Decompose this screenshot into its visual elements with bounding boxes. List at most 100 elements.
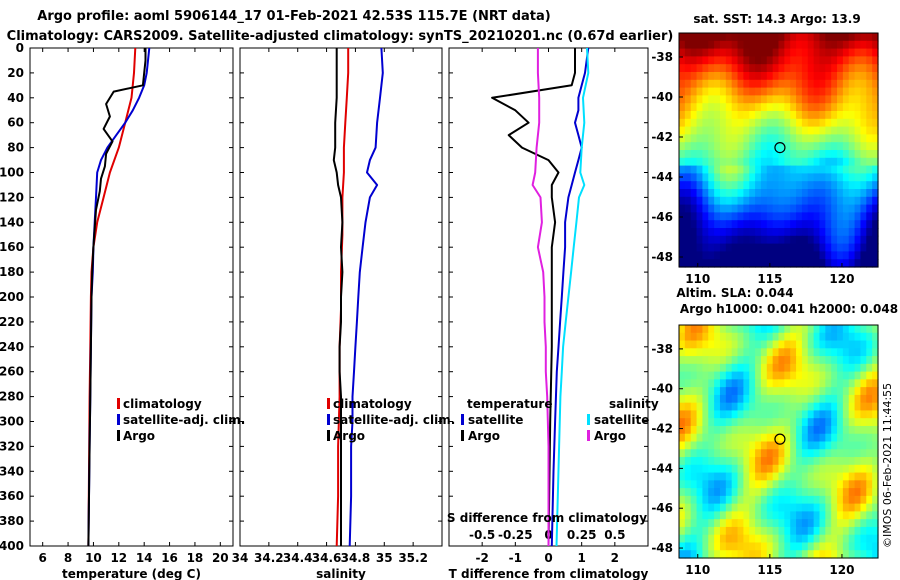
map-cell	[854, 348, 862, 357]
sla-map-subtitle: Argo h1000: 0.041 h2000: 0.048	[680, 302, 898, 316]
map-cell	[755, 228, 762, 237]
map-cell	[749, 441, 756, 450]
map-cell	[854, 95, 862, 104]
map-cell	[772, 204, 780, 213]
map-cell	[766, 251, 774, 260]
map-cell	[866, 189, 873, 198]
map-cell	[708, 189, 715, 198]
map-cell	[825, 519, 832, 528]
map-cell	[842, 189, 850, 198]
map-cell	[684, 142, 692, 151]
map-cell	[837, 325, 844, 334]
map-cell	[731, 371, 739, 380]
map-cell	[837, 526, 844, 536]
map-cell	[807, 472, 815, 481]
map-cell	[690, 472, 698, 481]
map-cell	[755, 243, 762, 252]
map-cell	[848, 64, 856, 73]
map-cell	[749, 526, 756, 536]
map-cell	[690, 189, 698, 198]
map-cell	[866, 228, 873, 237]
map-cell	[760, 371, 768, 380]
map-cell	[743, 103, 750, 112]
map-cell	[796, 472, 803, 481]
map-cell	[731, 33, 739, 42]
map-cell	[807, 142, 815, 151]
map-cell	[837, 87, 844, 96]
map-cell	[801, 157, 809, 167]
map-cell	[772, 235, 780, 245]
map-cell	[719, 488, 727, 497]
map-cell	[719, 79, 727, 89]
map-cell	[860, 526, 867, 536]
map-cell	[760, 348, 768, 357]
legend-label-t-satellite: satellite	[468, 413, 523, 427]
map-cell	[766, 134, 774, 143]
map-cell	[842, 157, 850, 167]
map-cell	[749, 157, 756, 167]
map-cell	[714, 363, 721, 373]
map-cell	[755, 511, 762, 520]
map-cell	[860, 40, 867, 50]
map-cell	[778, 425, 785, 435]
x-axis-label: temperature (deg C)	[62, 567, 201, 580]
map-cell	[708, 134, 715, 143]
map-cell	[696, 142, 704, 151]
map-cell	[837, 95, 844, 104]
map-cell	[696, 259, 704, 268]
map-cell	[702, 251, 709, 260]
map-cell	[825, 418, 832, 427]
map-cell	[866, 142, 873, 151]
map-cell	[872, 363, 879, 373]
map-cell	[872, 356, 879, 365]
map-cell	[743, 332, 750, 342]
map-cell	[743, 87, 750, 96]
map-cell	[725, 79, 733, 89]
map-cell	[696, 204, 704, 213]
map-cell	[872, 371, 879, 380]
map-cell	[778, 87, 785, 96]
map-cell	[731, 526, 739, 536]
map-cell	[684, 181, 692, 190]
map-cell	[755, 134, 762, 143]
map-cell	[784, 519, 791, 528]
map-cell	[854, 33, 862, 42]
map-cell	[760, 488, 768, 497]
map-cell	[702, 228, 709, 237]
map-cell	[737, 181, 744, 190]
map-cell	[866, 196, 873, 206]
map-cell	[679, 488, 686, 497]
x-tick-label: 34.2	[254, 551, 284, 565]
map-cell	[696, 449, 704, 458]
map-cell	[854, 243, 862, 252]
map-cell	[679, 418, 686, 427]
map-cell	[790, 126, 797, 135]
y-tick-label: 280	[0, 390, 24, 404]
map-cell	[725, 118, 733, 128]
map-cell	[842, 480, 850, 489]
map-cell	[801, 526, 809, 536]
map-cell	[842, 340, 850, 349]
plot-frame	[29, 47, 234, 547]
map-cell	[743, 495, 750, 505]
map-cell	[772, 181, 780, 190]
map-cell	[755, 48, 762, 57]
map-cell	[731, 165, 739, 174]
map-cell	[684, 157, 692, 167]
map-cell	[679, 480, 686, 489]
map-cell	[813, 235, 821, 245]
map-cell	[731, 503, 739, 512]
map-cell	[848, 488, 856, 497]
map-cell	[837, 235, 844, 245]
map-cell	[790, 387, 797, 396]
map-cell	[679, 325, 686, 334]
map-cell	[801, 488, 809, 497]
map-cell	[778, 251, 785, 260]
map-cell	[790, 488, 797, 497]
map-cell	[860, 495, 867, 505]
map-cell	[743, 150, 750, 159]
map-cell	[819, 519, 826, 528]
map-cell	[831, 402, 838, 412]
map-cell	[796, 189, 803, 198]
map-cell	[848, 56, 856, 65]
